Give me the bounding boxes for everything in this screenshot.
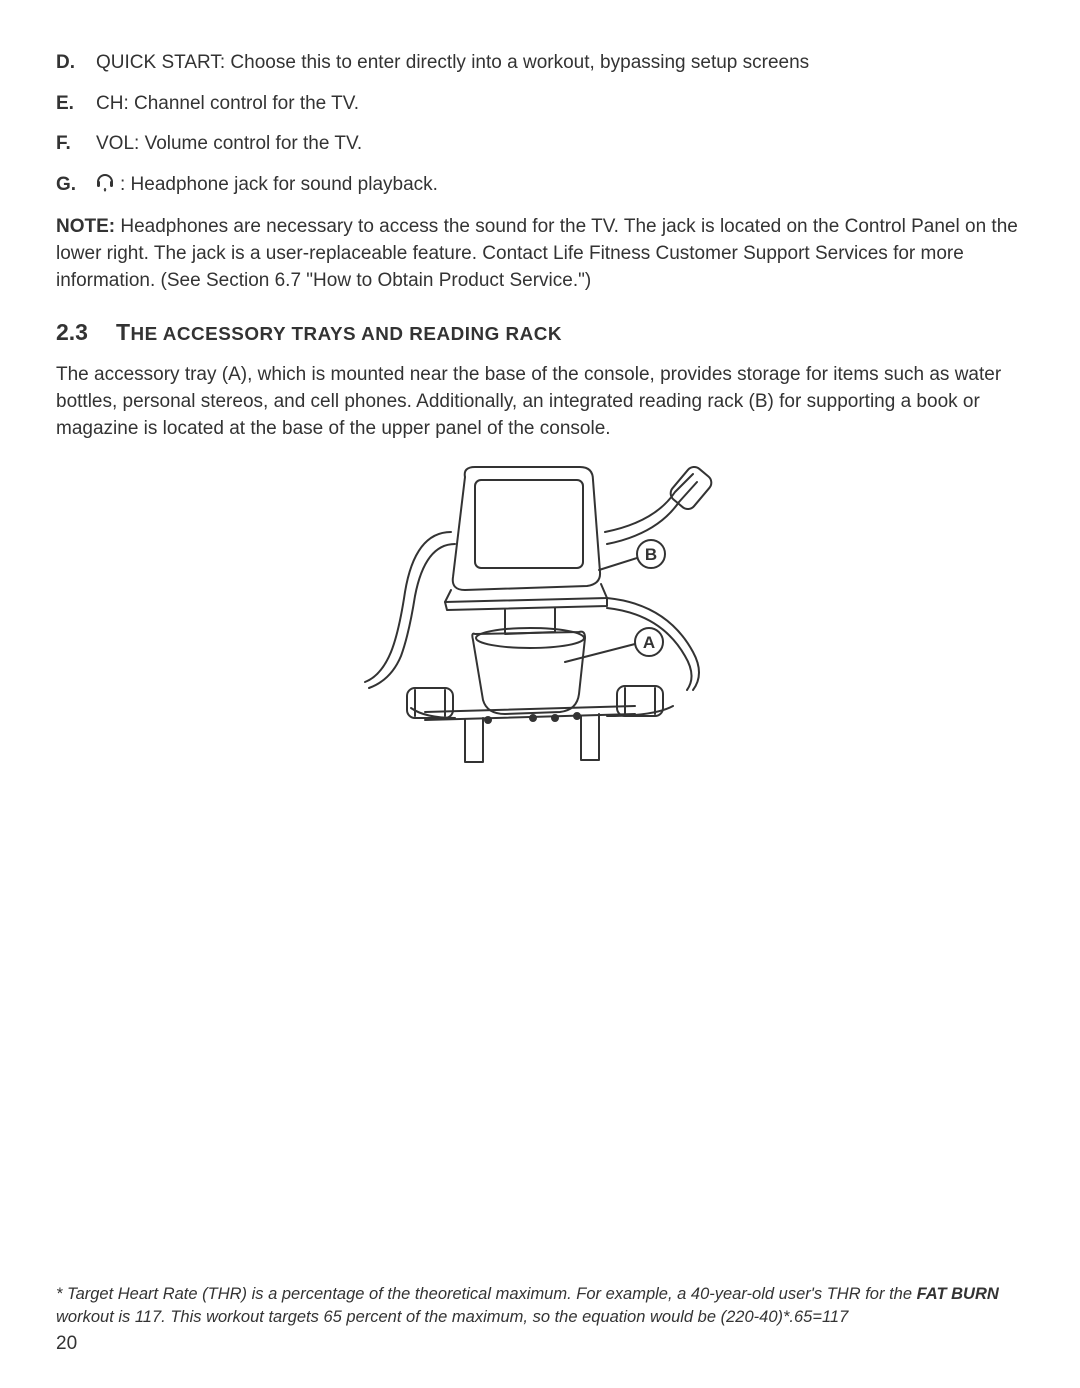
section-paragraph: The accessory tray (A), which is mounted… xyxy=(56,362,1024,442)
footnote-post: workout is 117. This workout targets 65 … xyxy=(56,1308,848,1326)
callout-b-label: B xyxy=(645,545,657,564)
list-marker: D. xyxy=(56,50,96,77)
note-paragraph: NOTE: Headphones are necessary to access… xyxy=(56,214,1024,294)
footnote-bold: FAT BURN xyxy=(917,1285,999,1303)
console-svg: B A xyxy=(355,462,725,792)
section-number: 2.3 xyxy=(56,316,88,348)
note-label: NOTE: xyxy=(56,216,115,237)
footnote: * Target Heart Rate (THR) is a percentag… xyxy=(56,1283,1024,1328)
list-marker: E. xyxy=(56,91,96,118)
page-number: 20 xyxy=(56,1331,77,1358)
list-item-g: G. : Headphone jack for sound playback. xyxy=(56,172,1024,201)
headphone-icon xyxy=(96,172,114,201)
list-marker: F. xyxy=(56,131,96,158)
note-text: Headphones are necessary to access the s… xyxy=(56,216,1018,290)
list-text: QUICK START: Choose this to enter direct… xyxy=(96,50,1024,77)
list-text-g: : Headphone jack for sound playback. xyxy=(120,174,438,195)
list-item-f: F. VOL: Volume control for the TV. xyxy=(56,131,1024,158)
list-text: VOL: Volume control for the TV. xyxy=(96,131,1024,158)
console-figure: B A xyxy=(56,462,1024,801)
list-text: CH: Channel control for the TV. xyxy=(96,91,1024,118)
section-heading: 2.3 The Accessory Trays and Reading Rack xyxy=(56,316,1024,348)
list-text: : Headphone jack for sound playback. xyxy=(96,172,1024,201)
list-item-e: E. CH: Channel control for the TV. xyxy=(56,91,1024,118)
callout-a-label: A xyxy=(643,633,655,652)
list-marker: G. xyxy=(56,172,96,201)
section-title: The Accessory Trays and Reading Rack xyxy=(116,319,562,345)
footnote-pre: * Target Heart Rate (THR) is a percentag… xyxy=(56,1285,917,1303)
list-item-d: D. QUICK START: Choose this to enter dir… xyxy=(56,50,1024,77)
